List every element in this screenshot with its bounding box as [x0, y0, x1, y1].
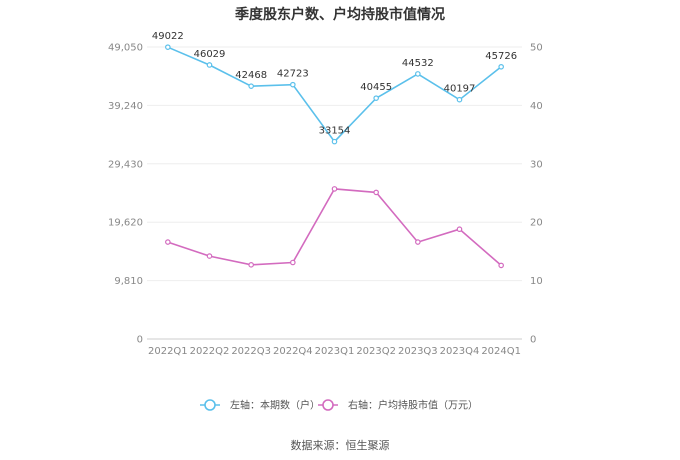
legend-marker	[204, 399, 216, 411]
right-axis-tick-label: 10	[530, 276, 543, 287]
chart-title: 季度股东户数、户均持股市值情况	[235, 7, 445, 23]
data-point	[373, 189, 379, 196]
data-point	[331, 138, 338, 145]
data-point	[290, 81, 296, 88]
left-axis-tick-label: 19,620	[108, 218, 143, 229]
data-point	[456, 96, 463, 103]
data-point	[498, 262, 504, 269]
data-point	[415, 71, 421, 77]
data-point	[206, 62, 213, 68]
data-point	[248, 83, 254, 89]
left-axis-tick-label: 9,810	[114, 276, 143, 287]
data-point	[206, 253, 213, 259]
data-point	[415, 239, 421, 245]
right-axis-tick-label: 40	[530, 101, 543, 112]
data-label: 46029	[194, 49, 226, 60]
left-axis-tick-label: 0	[137, 335, 143, 346]
data-label: 49022	[152, 31, 184, 42]
x-axis-tick-label: 2022Q1	[148, 346, 188, 357]
data-label: 44532	[402, 58, 434, 69]
data-label: 40455	[360, 82, 392, 93]
data-point	[165, 44, 171, 50]
data-label: 42723	[277, 69, 309, 80]
right-axis-tick-label: 50	[530, 43, 543, 54]
source-text: 数据来源：恒生聚源	[290, 439, 390, 452]
data-point	[165, 239, 171, 245]
data-label: 40197	[444, 84, 476, 95]
right-axis-tick-label: 30	[530, 159, 543, 170]
x-axis-tick-label: 2024Q1	[481, 346, 521, 357]
data-label: 45726	[485, 51, 517, 62]
left-axis-tick-label: 29,430	[108, 159, 143, 170]
data-point	[290, 259, 296, 266]
data-point	[373, 95, 379, 101]
right-axis-tick-label: 20	[530, 218, 543, 229]
data-point	[331, 186, 338, 192]
data-label: 42468	[235, 70, 267, 81]
x-axis-tick-label: 2022Q3	[231, 346, 271, 357]
right-axis-tick-label: 0	[530, 335, 536, 346]
legend-marker	[322, 399, 334, 411]
data-point	[456, 226, 463, 233]
left-axis-tick-label: 39,240	[108, 101, 143, 112]
legend-label: 左轴：本期数（户）	[230, 399, 320, 412]
x-axis-tick-label: 2023Q4	[440, 346, 480, 357]
data-point	[248, 262, 254, 268]
data-point	[498, 63, 504, 70]
x-axis-tick-label: 2023Q3	[398, 346, 438, 357]
x-axis-tick-label: 2022Q2	[190, 346, 230, 357]
left-axis-tick-label: 49,050	[108, 43, 143, 54]
data-label: 33154	[319, 126, 351, 137]
x-axis-tick-label: 2022Q4	[273, 346, 313, 357]
x-axis-tick-label: 2023Q1	[315, 346, 355, 357]
x-axis-tick-label: 2023Q2	[356, 346, 396, 357]
legend-label: 右轴：户均持股市值（万元）	[348, 399, 478, 412]
series-line	[167, 188, 502, 267]
